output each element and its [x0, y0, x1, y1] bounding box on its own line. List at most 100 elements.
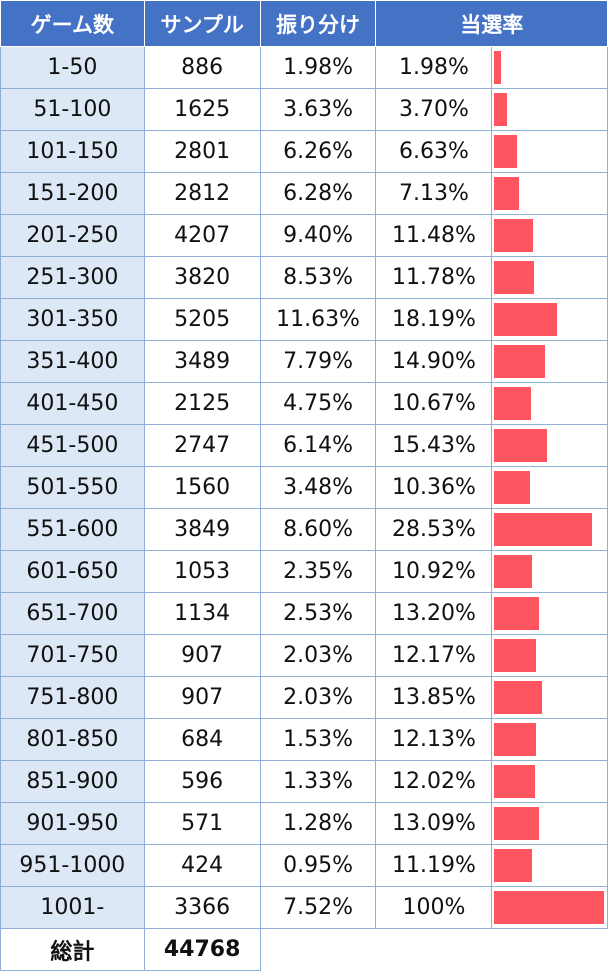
samples-cell: 5205	[143, 298, 261, 341]
samples-cell: 596	[143, 760, 261, 803]
bar-cell	[491, 550, 608, 593]
rate-cell: 11.78%	[375, 256, 493, 299]
samples-cell: 3366	[143, 886, 261, 929]
rate-bar	[494, 639, 537, 672]
rate-cell: 7.13%	[375, 172, 493, 215]
rate-cell: 14.90%	[375, 340, 493, 383]
bar-cell	[491, 466, 608, 509]
header-distribution: 振り分け	[259, 0, 377, 47]
range-cell: 1001-	[0, 886, 145, 929]
bar-cell	[491, 382, 608, 425]
samples-cell: 1053	[143, 550, 261, 593]
samples-cell: 3820	[143, 256, 261, 299]
rate-cell: 11.19%	[375, 844, 493, 887]
range-cell: 1-50	[0, 46, 145, 89]
table-row: 651-700 1134 2.53% 13.20%	[0, 592, 608, 635]
range-cell: 51-100	[0, 88, 145, 131]
range-cell: 801-850	[0, 718, 145, 761]
share-cell: 0.95%	[259, 844, 377, 887]
table-row: 351-400 3489 7.79% 14.90%	[0, 340, 608, 383]
samples-cell: 907	[143, 634, 261, 677]
rate-cell: 11.48%	[375, 214, 493, 257]
rate-cell: 12.17%	[375, 634, 493, 677]
range-cell: 601-650	[0, 550, 145, 593]
samples-cell: 2801	[143, 130, 261, 173]
samples-cell: 2125	[143, 382, 261, 425]
bar-cell	[491, 802, 608, 845]
rate-bar	[494, 429, 548, 462]
share-cell: 2.53%	[259, 592, 377, 635]
range-cell: 951-1000	[0, 844, 145, 887]
share-cell: 7.79%	[259, 340, 377, 383]
samples-cell: 424	[143, 844, 261, 887]
share-cell: 6.26%	[259, 130, 377, 173]
rate-bar	[494, 219, 534, 252]
table-row: 701-750 907 2.03% 12.17%	[0, 634, 608, 677]
table-row: 1-50 886 1.98% 1.98%	[0, 46, 608, 89]
range-cell: 651-700	[0, 592, 145, 635]
range-cell: 451-500	[0, 424, 145, 467]
range-cell: 551-600	[0, 508, 145, 551]
share-cell: 1.33%	[259, 760, 377, 803]
header-rate: 当選率	[375, 0, 608, 47]
share-cell: 1.98%	[259, 46, 377, 89]
share-cell: 6.14%	[259, 424, 377, 467]
rate-cell: 13.09%	[375, 802, 493, 845]
rate-cell: 15.43%	[375, 424, 493, 467]
rate-cell: 10.67%	[375, 382, 493, 425]
blank-cell	[491, 928, 608, 971]
rate-bar	[494, 471, 531, 504]
range-cell: 501-550	[0, 466, 145, 509]
samples-cell: 571	[143, 802, 261, 845]
rate-bar	[494, 891, 605, 924]
rate-bar	[494, 303, 558, 336]
table-row: 101-150 2801 6.26% 6.63%	[0, 130, 608, 173]
rate-bar	[494, 849, 533, 882]
bar-cell	[491, 172, 608, 215]
share-cell: 1.28%	[259, 802, 377, 845]
bar-cell	[491, 256, 608, 299]
rate-bar	[494, 51, 502, 84]
table-row: 301-350 5205 11.63% 18.19%	[0, 298, 608, 341]
table-row: 951-1000 424 0.95% 11.19%	[0, 844, 608, 887]
bar-cell	[491, 844, 608, 887]
rate-bar	[494, 723, 537, 756]
samples-cell: 3489	[143, 340, 261, 383]
share-cell: 1.53%	[259, 718, 377, 761]
table-row: 401-450 2125 4.75% 10.67%	[0, 382, 608, 425]
rate-cell: 100%	[375, 886, 493, 929]
rate-bar	[494, 135, 518, 168]
share-cell: 11.63%	[259, 298, 377, 341]
bar-cell	[491, 88, 608, 131]
rate-bar	[494, 261, 535, 294]
rate-bar	[494, 807, 540, 840]
share-cell: 3.63%	[259, 88, 377, 131]
rate-cell: 10.92%	[375, 550, 493, 593]
rate-bar	[494, 345, 546, 378]
bar-cell	[491, 718, 608, 761]
blank-cell	[260, 928, 376, 971]
table-row: 201-250 4207 9.40% 11.48%	[0, 214, 608, 257]
range-cell: 851-900	[0, 760, 145, 803]
share-cell: 2.35%	[259, 550, 377, 593]
rate-bar	[494, 681, 543, 714]
bar-cell	[491, 298, 608, 341]
rate-bar	[494, 597, 540, 630]
rate-bar	[494, 765, 536, 798]
bar-cell	[491, 214, 608, 257]
samples-cell: 907	[143, 676, 261, 719]
rate-cell: 12.13%	[375, 718, 493, 761]
samples-cell: 1134	[143, 592, 261, 635]
samples-cell: 1560	[143, 466, 261, 509]
range-cell: 201-250	[0, 214, 145, 257]
table-body: 1-50 886 1.98% 1.98% 51-100 1625 3.63% 3.70% 101…	[0, 46, 608, 929]
range-cell: 401-450	[0, 382, 145, 425]
bar-cell	[491, 340, 608, 383]
rate-cell: 12.02%	[375, 760, 493, 803]
table-row: 151-200 2812 6.28% 7.13%	[0, 172, 608, 215]
table-row: 851-900 596 1.33% 12.02%	[0, 760, 608, 803]
bar-cell	[491, 130, 608, 173]
bar-cell	[491, 508, 608, 551]
table-row: 551-600 3849 8.60% 28.53%	[0, 508, 608, 551]
header-samples: サンプル	[143, 0, 261, 47]
